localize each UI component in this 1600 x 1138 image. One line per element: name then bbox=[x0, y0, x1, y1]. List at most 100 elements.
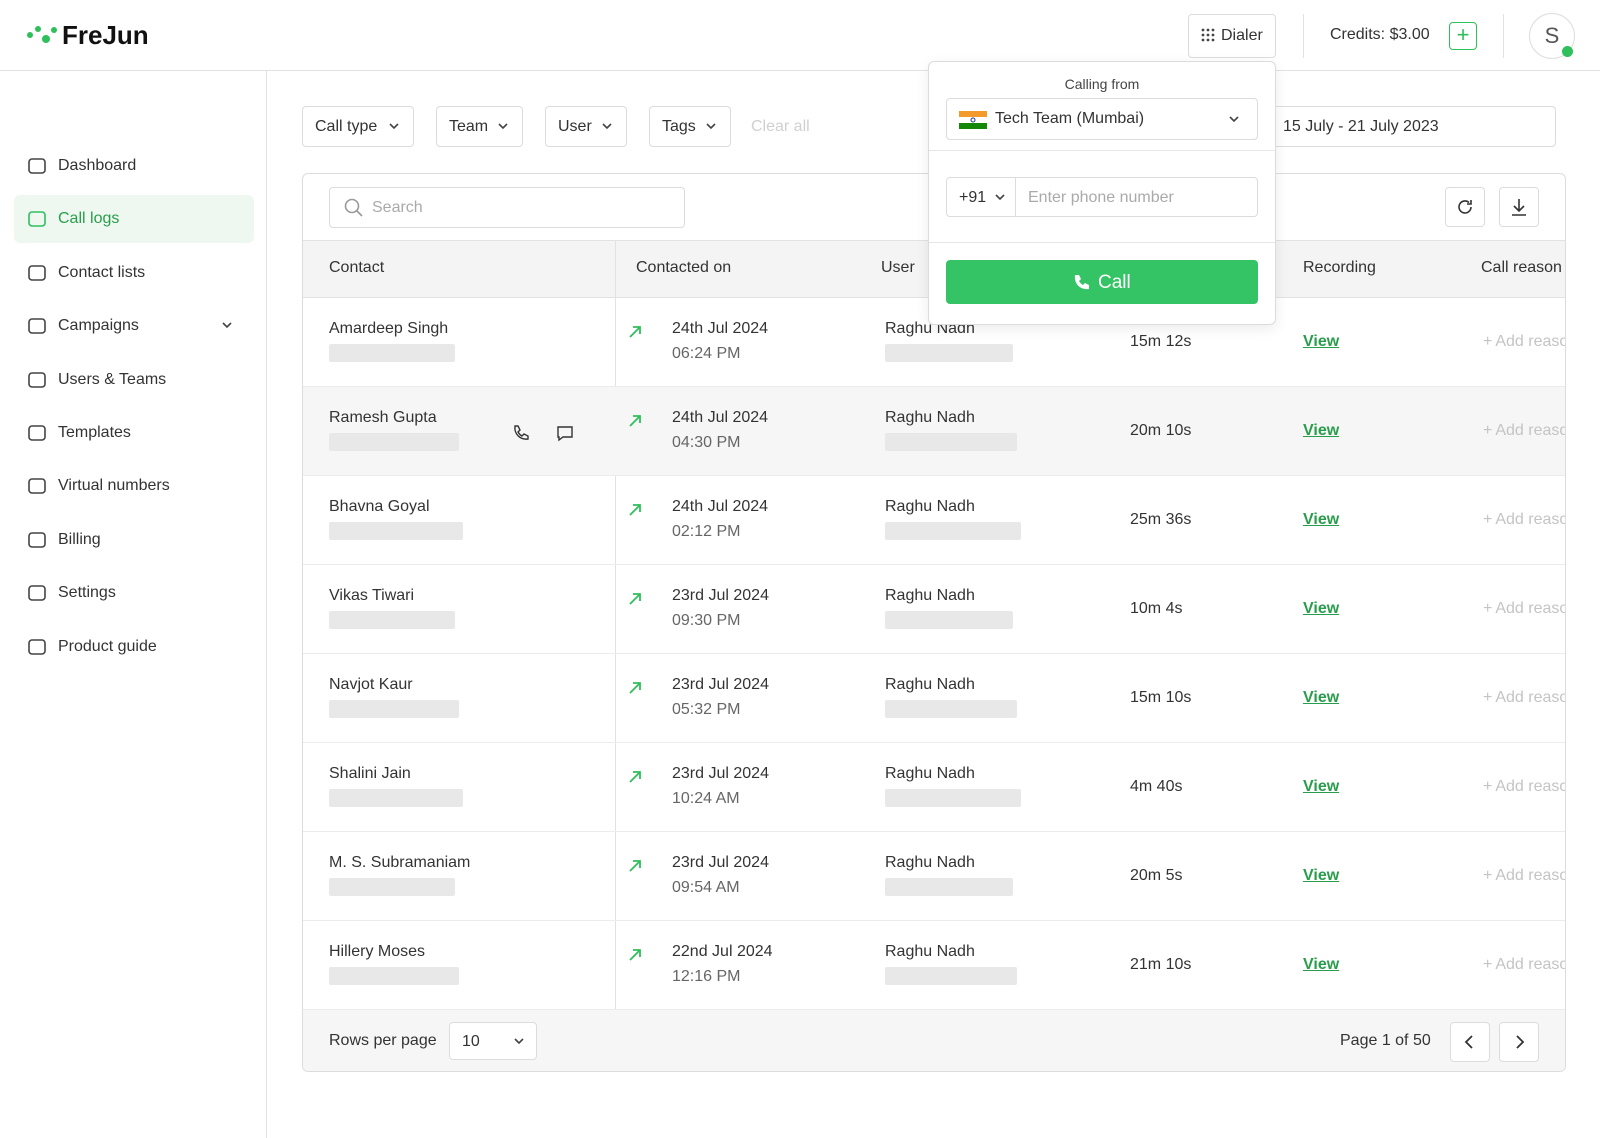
download-button[interactable] bbox=[1499, 187, 1539, 227]
nav-icon bbox=[27, 423, 47, 448]
nav-item[interactable]: Dashboard bbox=[14, 142, 254, 190]
add-reason[interactable]: +Add reason bbox=[1483, 333, 1565, 351]
recording-link[interactable]: View bbox=[1303, 867, 1340, 884]
add-reason-label: Add reason bbox=[1495, 778, 1565, 795]
nav-item[interactable]: Call logs bbox=[14, 195, 254, 244]
user-name: Raghu Nadh bbox=[885, 943, 975, 960]
add-credit[interactable]: + bbox=[1449, 22, 1477, 50]
filter-dropdown[interactable]: User bbox=[545, 106, 627, 147]
nav-icon bbox=[27, 476, 47, 501]
user-number-redacted bbox=[885, 789, 1021, 807]
add-reason[interactable]: +Add reason bbox=[1483, 600, 1565, 618]
recording-link[interactable]: View bbox=[1303, 956, 1340, 973]
duration: 4m 40s bbox=[1130, 778, 1183, 795]
nav-item[interactable]: Settings bbox=[14, 569, 254, 617]
phone-input[interactable]: Enter phone number bbox=[1015, 177, 1258, 217]
nav-label: Dashboard bbox=[58, 157, 137, 174]
filter-chevron bbox=[600, 119, 614, 138]
outgoing-icon bbox=[627, 502, 643, 523]
duration: 21m 10s bbox=[1130, 956, 1192, 973]
rows-per-page-select[interactable]: 10 bbox=[449, 1022, 537, 1060]
user-name: Raghu Nadh bbox=[885, 765, 975, 782]
recording-link[interactable]: View bbox=[1303, 422, 1340, 439]
recording-link[interactable]: View bbox=[1303, 689, 1340, 706]
filter-dropdown[interactable]: Tags bbox=[649, 106, 731, 147]
column-header: Call reason bbox=[1481, 259, 1562, 276]
rows-per-page-label: Rows per page bbox=[329, 1032, 437, 1049]
refresh-button[interactable] bbox=[1445, 187, 1485, 227]
divider bbox=[1503, 14, 1504, 58]
search-icon bbox=[344, 198, 364, 223]
add-reason[interactable]: +Add reason bbox=[1483, 778, 1565, 796]
nav-item[interactable]: Contact lists bbox=[14, 249, 254, 297]
table-row: Shalini Jain 23rd Jul 2024 10:24 AM Raghu N… bbox=[303, 743, 1565, 832]
add-reason-icon: + bbox=[1483, 511, 1493, 528]
contact-name: Hillery Moses bbox=[329, 943, 426, 960]
filter-dropdown[interactable]: Call type bbox=[302, 106, 414, 147]
nav-item[interactable]: Product guide bbox=[14, 623, 254, 671]
add-reason[interactable]: +Add reason bbox=[1483, 689, 1565, 707]
rows-per-page-value: 10 bbox=[462, 1033, 480, 1050]
header-bar bbox=[0, 0, 1600, 71]
nav-item[interactable]: Templates bbox=[14, 409, 254, 457]
date-range[interactable]: 15 July - 21 July 2023 bbox=[1250, 106, 1556, 147]
table-row: Amardeep Singh 24th Jul 2024 06:24 PM Raghu… bbox=[303, 298, 1565, 387]
nav-label: Contact lists bbox=[58, 263, 146, 281]
filter-chevron bbox=[704, 119, 718, 138]
user-number-redacted bbox=[885, 344, 1013, 362]
add-reason-icon: + bbox=[1483, 600, 1493, 617]
nav-label: Campaigns bbox=[58, 317, 139, 335]
nav-icon bbox=[27, 263, 47, 288]
dialer-button[interactable]: Dialer bbox=[1188, 14, 1276, 58]
team-select[interactable]: Tech Team (Mumbai) bbox=[946, 98, 1258, 140]
clear-all[interactable]: Clear all bbox=[751, 118, 810, 135]
recording-link[interactable]: View bbox=[1303, 600, 1340, 617]
avatar[interactable]: S bbox=[1529, 13, 1575, 59]
country-code[interactable]: +91 bbox=[946, 177, 1016, 217]
call-time: 09:54 AM bbox=[672, 879, 740, 896]
call-date: 22nd Jul 2024 bbox=[672, 943, 773, 960]
call-button[interactable]: Call bbox=[946, 260, 1258, 304]
call-date: 23rd Jul 2024 bbox=[672, 676, 769, 693]
filter-dropdown[interactable]: Team bbox=[436, 106, 523, 147]
outgoing-icon bbox=[627, 858, 643, 879]
credits: Credits: $3.00 bbox=[1330, 26, 1430, 43]
next-page[interactable] bbox=[1499, 1022, 1539, 1062]
nav-chevron bbox=[220, 318, 234, 337]
column-header: Contact bbox=[329, 259, 385, 276]
column-header: User bbox=[881, 259, 915, 276]
nav-item[interactable]: Billing bbox=[14, 516, 254, 564]
recording-link[interactable]: View bbox=[1303, 511, 1340, 528]
add-reason[interactable]: +Add reason bbox=[1483, 956, 1565, 974]
user-number-redacted bbox=[885, 700, 1017, 718]
add-reason[interactable]: +Add reason bbox=[1483, 422, 1565, 440]
recording-link[interactable]: View bbox=[1303, 333, 1340, 350]
contact-name: Vikas Tiwari bbox=[329, 587, 415, 604]
nav-label: Billing bbox=[58, 530, 101, 548]
search-input[interactable]: Search bbox=[329, 187, 685, 228]
contact-number-redacted bbox=[329, 433, 459, 451]
add-reason[interactable]: +Add reason bbox=[1483, 511, 1565, 529]
filter-label: User bbox=[558, 118, 592, 135]
nav-item[interactable]: Campaigns bbox=[14, 302, 254, 350]
column-header: Contacted on bbox=[636, 259, 732, 276]
sidebar-border bbox=[266, 71, 267, 1138]
nav-label: Users & Teams bbox=[58, 370, 167, 388]
outgoing-icon bbox=[627, 947, 643, 968]
contact-number-redacted bbox=[329, 611, 455, 629]
user-name: Raghu Nadh bbox=[885, 498, 975, 515]
team-chevron bbox=[1227, 112, 1241, 131]
prev-page[interactable] bbox=[1450, 1022, 1490, 1062]
add-reason-icon: + bbox=[1483, 422, 1493, 439]
country-code-label: +91 bbox=[959, 189, 987, 206]
contact-number-redacted bbox=[329, 967, 459, 985]
filter-chevron bbox=[387, 119, 401, 138]
call-icon[interactable] bbox=[511, 423, 531, 448]
nav-item[interactable]: Users & Teams bbox=[14, 356, 254, 404]
divider bbox=[1303, 14, 1304, 58]
table-footer: Rows per page 10 Page 1 of 50 bbox=[303, 1010, 1565, 1071]
nav-item[interactable]: Virtual numbers bbox=[14, 462, 254, 510]
message-icon[interactable] bbox=[555, 423, 575, 448]
add-reason[interactable]: +Add reason bbox=[1483, 867, 1565, 885]
recording-link[interactable]: View bbox=[1303, 778, 1340, 795]
